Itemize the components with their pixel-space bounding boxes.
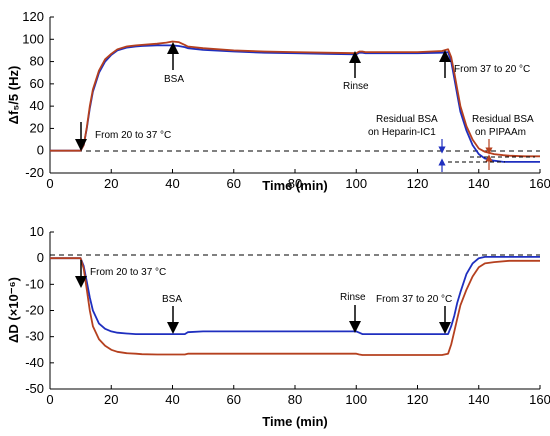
residual-pipaam-line2: on PIPAAm: [475, 127, 526, 138]
chart-bottom: 0 20 40 60 80 100 120 140 160-50-40-30-20-10010 …: [6, 224, 550, 429]
residual-heparin-line1: Residual BSA: [376, 114, 438, 125]
top-y-tick-label: 20: [30, 120, 44, 135]
top-y-axis-title: Δf₅/5 (Hz): [6, 66, 21, 125]
bottom-y-axis-title: ΔD (×10⁻⁶): [6, 277, 21, 343]
top-x-axis-title: Time (min): [262, 178, 328, 193]
bottom-y-tick-label: 10: [30, 224, 44, 239]
bottom-annotation-heat: From 20 to 37 °C: [90, 267, 166, 278]
bottom-annotation-cool: From 37 to 20 °C: [376, 294, 452, 305]
bottom-y-tick-label: -30: [25, 329, 44, 344]
top-y-tick-label: 40: [30, 98, 44, 113]
top-annotation-rinse: Rinse: [343, 81, 369, 92]
top-x-tick-label: 20: [104, 176, 118, 191]
bottom-y-tick-label: -40: [25, 355, 44, 370]
bottom-y-tick-label: -20: [25, 303, 44, 318]
top-y-tick-label: 120: [22, 9, 44, 24]
bottom-x-tick-label: 0: [46, 392, 53, 407]
bottom-y-tick-label: 0: [37, 250, 44, 265]
top-x-tick-label: 80: [288, 176, 302, 191]
bottom-x-axis-title: Time (min): [262, 414, 328, 429]
top-y-tick-label: 60: [30, 76, 44, 91]
bottom-x-tick-label: 40: [165, 392, 179, 407]
bottom-x-tick-label: 80: [288, 392, 302, 407]
top-series: [50, 40, 540, 163]
bottom-series: [50, 255, 540, 356]
residual-heparin-line2: on Heparin-IC1: [368, 127, 436, 138]
bottom-x-tick-label: 160: [529, 392, 550, 407]
top-series-line-1: [50, 44, 540, 163]
residual-pipaam-line1: Residual BSA: [472, 114, 534, 125]
bottom-ticks: 0 20 40 60 80 100 120 140 160 -50 -40 -30 -20 -10 0 10: [25, 224, 550, 407]
top-x-tick-label: 60: [227, 176, 241, 191]
top-x-tick-label: 0: [46, 176, 53, 191]
top-y-tick-label: -20: [25, 165, 44, 180]
top-x-tick-label: 140: [468, 176, 490, 191]
bottom-x-tick-label: 120: [407, 392, 429, 407]
top-y-tick-label: 80: [30, 54, 44, 69]
bottom-annotation-rinse: Rinse: [340, 292, 366, 303]
top-y-tick-label: 0: [37, 143, 44, 158]
bottom-x-tick-label: 140: [468, 392, 490, 407]
bottom-series-line-2: [50, 257, 540, 356]
top-x-tick-label: 120: [407, 176, 429, 191]
top-x-tick-label: 40: [165, 176, 179, 191]
top-x-tick-label: 160: [529, 176, 550, 191]
top-series-line-2: [50, 40, 540, 158]
bottom-x-tick-label: 100: [345, 392, 367, 407]
bottom-x-tick-label: 20: [104, 392, 118, 407]
top-annotation-heat: From 20 to 37 °C: [95, 130, 171, 141]
top-annotation-bsa: BSA: [164, 74, 184, 85]
bottom-x-tick-label: 60: [227, 392, 241, 407]
bottom-y-tick-label: -50: [25, 381, 44, 396]
top-annotation-cool: From 37 to 20 °C: [454, 64, 530, 75]
bottom-y-tick-label: -10: [25, 276, 44, 291]
top-y-tick-label: 100: [22, 31, 44, 46]
chart-top: 0 20 40 60 80 100 120 140 160-20020406080100120 …: [6, 9, 550, 193]
top-x-tick-label: 100: [345, 176, 367, 191]
bottom-annotation-bsa: BSA: [162, 294, 182, 305]
bottom-series-line-1: [50, 255, 540, 336]
